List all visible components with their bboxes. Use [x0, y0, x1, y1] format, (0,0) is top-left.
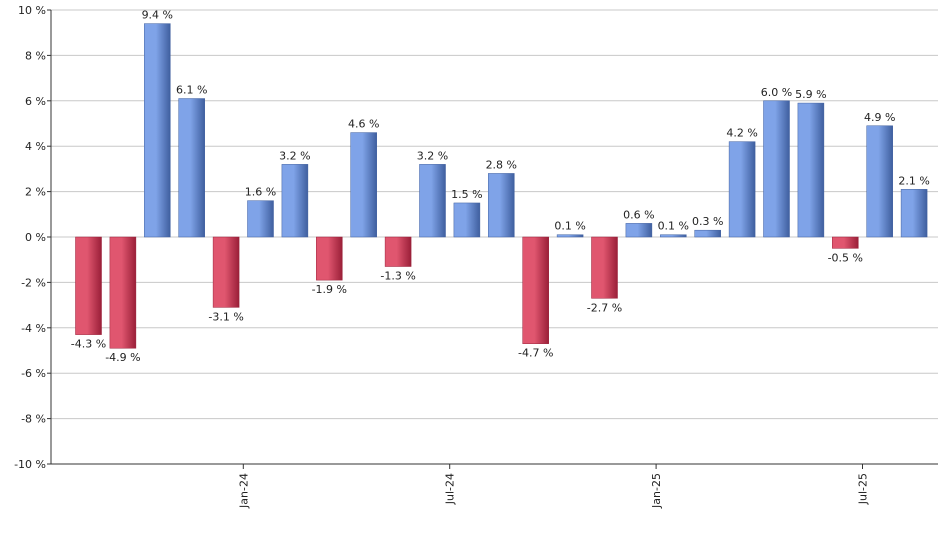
data-label: -3.1 % — [208, 310, 243, 323]
bar-positive — [419, 164, 446, 238]
data-label: 2.1 % — [898, 174, 929, 187]
bar-positive — [900, 189, 928, 238]
data-label: 4.9 % — [864, 111, 895, 124]
data-label: -0.5 % — [828, 251, 863, 264]
bar-positive — [625, 223, 653, 238]
data-label: 9.4 % — [142, 9, 173, 22]
bar-negative — [316, 236, 343, 281]
bar-positive — [453, 202, 481, 238]
y-tick-label: -2 % — [21, 276, 46, 289]
bar-positive — [281, 164, 309, 238]
y-tick-label: -10 % — [14, 458, 46, 471]
bar-positive — [350, 132, 377, 238]
data-label: 1.5 % — [451, 188, 482, 201]
bars — [75, 23, 928, 349]
y-tick-label: 4 % — [25, 140, 46, 153]
bar-positive — [488, 173, 515, 238]
data-label: 6.1 % — [176, 84, 207, 97]
data-label: 5.9 % — [795, 88, 826, 101]
data-label: 2.8 % — [486, 158, 517, 171]
data-label: -4.9 % — [105, 351, 140, 364]
axes — [50, 10, 938, 465]
data-label: 0.1 % — [658, 220, 689, 233]
bar-negative — [384, 236, 412, 267]
y-tick-label: 2 % — [25, 186, 46, 199]
bar-negative — [109, 236, 137, 349]
data-label: -1.3 % — [380, 270, 415, 283]
bar-positive — [556, 234, 584, 238]
data-label: 6.0 % — [761, 86, 792, 99]
y-tick-label: -4 % — [21, 322, 46, 335]
bar-positive — [247, 200, 274, 238]
bar-positive — [797, 102, 825, 238]
data-label: -1.9 % — [312, 283, 347, 296]
data-label: -4.3 % — [71, 338, 106, 351]
bar-positive — [694, 229, 721, 238]
y-tick-label: -6 % — [21, 367, 46, 380]
data-label: 4.2 % — [726, 127, 757, 140]
bar-negative — [75, 236, 102, 335]
bar-positive — [728, 141, 756, 238]
data-label: 0.3 % — [692, 215, 723, 228]
y-tick-label: 10 % — [18, 4, 46, 17]
data-label: 1.6 % — [245, 186, 276, 199]
data-label: 0.1 % — [554, 220, 585, 233]
x-tick-label: Jul-25 — [857, 473, 870, 505]
bar-negative — [591, 236, 618, 299]
y-axis-tick-labels: 10 % 8 % 6 % 4 % 2 % 0 % -2 % -4 % -6 % -8 % -10 % — [14, 4, 51, 471]
bar-negative — [832, 236, 859, 249]
data-label: 3.2 % — [417, 149, 448, 162]
y-tick-label: 8 % — [25, 49, 46, 62]
bar-positive — [866, 125, 893, 238]
bar-positive — [178, 98, 205, 238]
bar-negative — [212, 236, 240, 308]
y-tick-label: -8 % — [21, 413, 46, 426]
y-tick-label: 6 % — [25, 95, 46, 108]
bar-positive — [660, 234, 687, 238]
data-label: -4.7 % — [518, 347, 553, 360]
bar-positive — [763, 100, 790, 238]
data-label: -2.7 % — [587, 301, 622, 314]
y-tick-label: 0 % — [25, 231, 46, 244]
x-tick-label: Jul-24 — [444, 473, 457, 505]
data-label: 3.2 % — [279, 149, 310, 162]
bar-negative — [522, 236, 549, 344]
data-label: 4.6 % — [348, 118, 379, 131]
bar-positive — [144, 23, 171, 238]
x-tick-label: Jan-24 — [237, 473, 250, 509]
data-labels: -4.3 %-4.9 % 9.4 % 6.1 % -3.1 % 1.6 % 3.2 % -1… — [71, 9, 930, 365]
x-tick-label: Jan-25 — [650, 473, 663, 509]
x-axis-tick-labels: Jan-24 Jul-24 Jan-25 Jul-25 — [237, 464, 870, 509]
data-label: 0.6 % — [623, 208, 654, 221]
